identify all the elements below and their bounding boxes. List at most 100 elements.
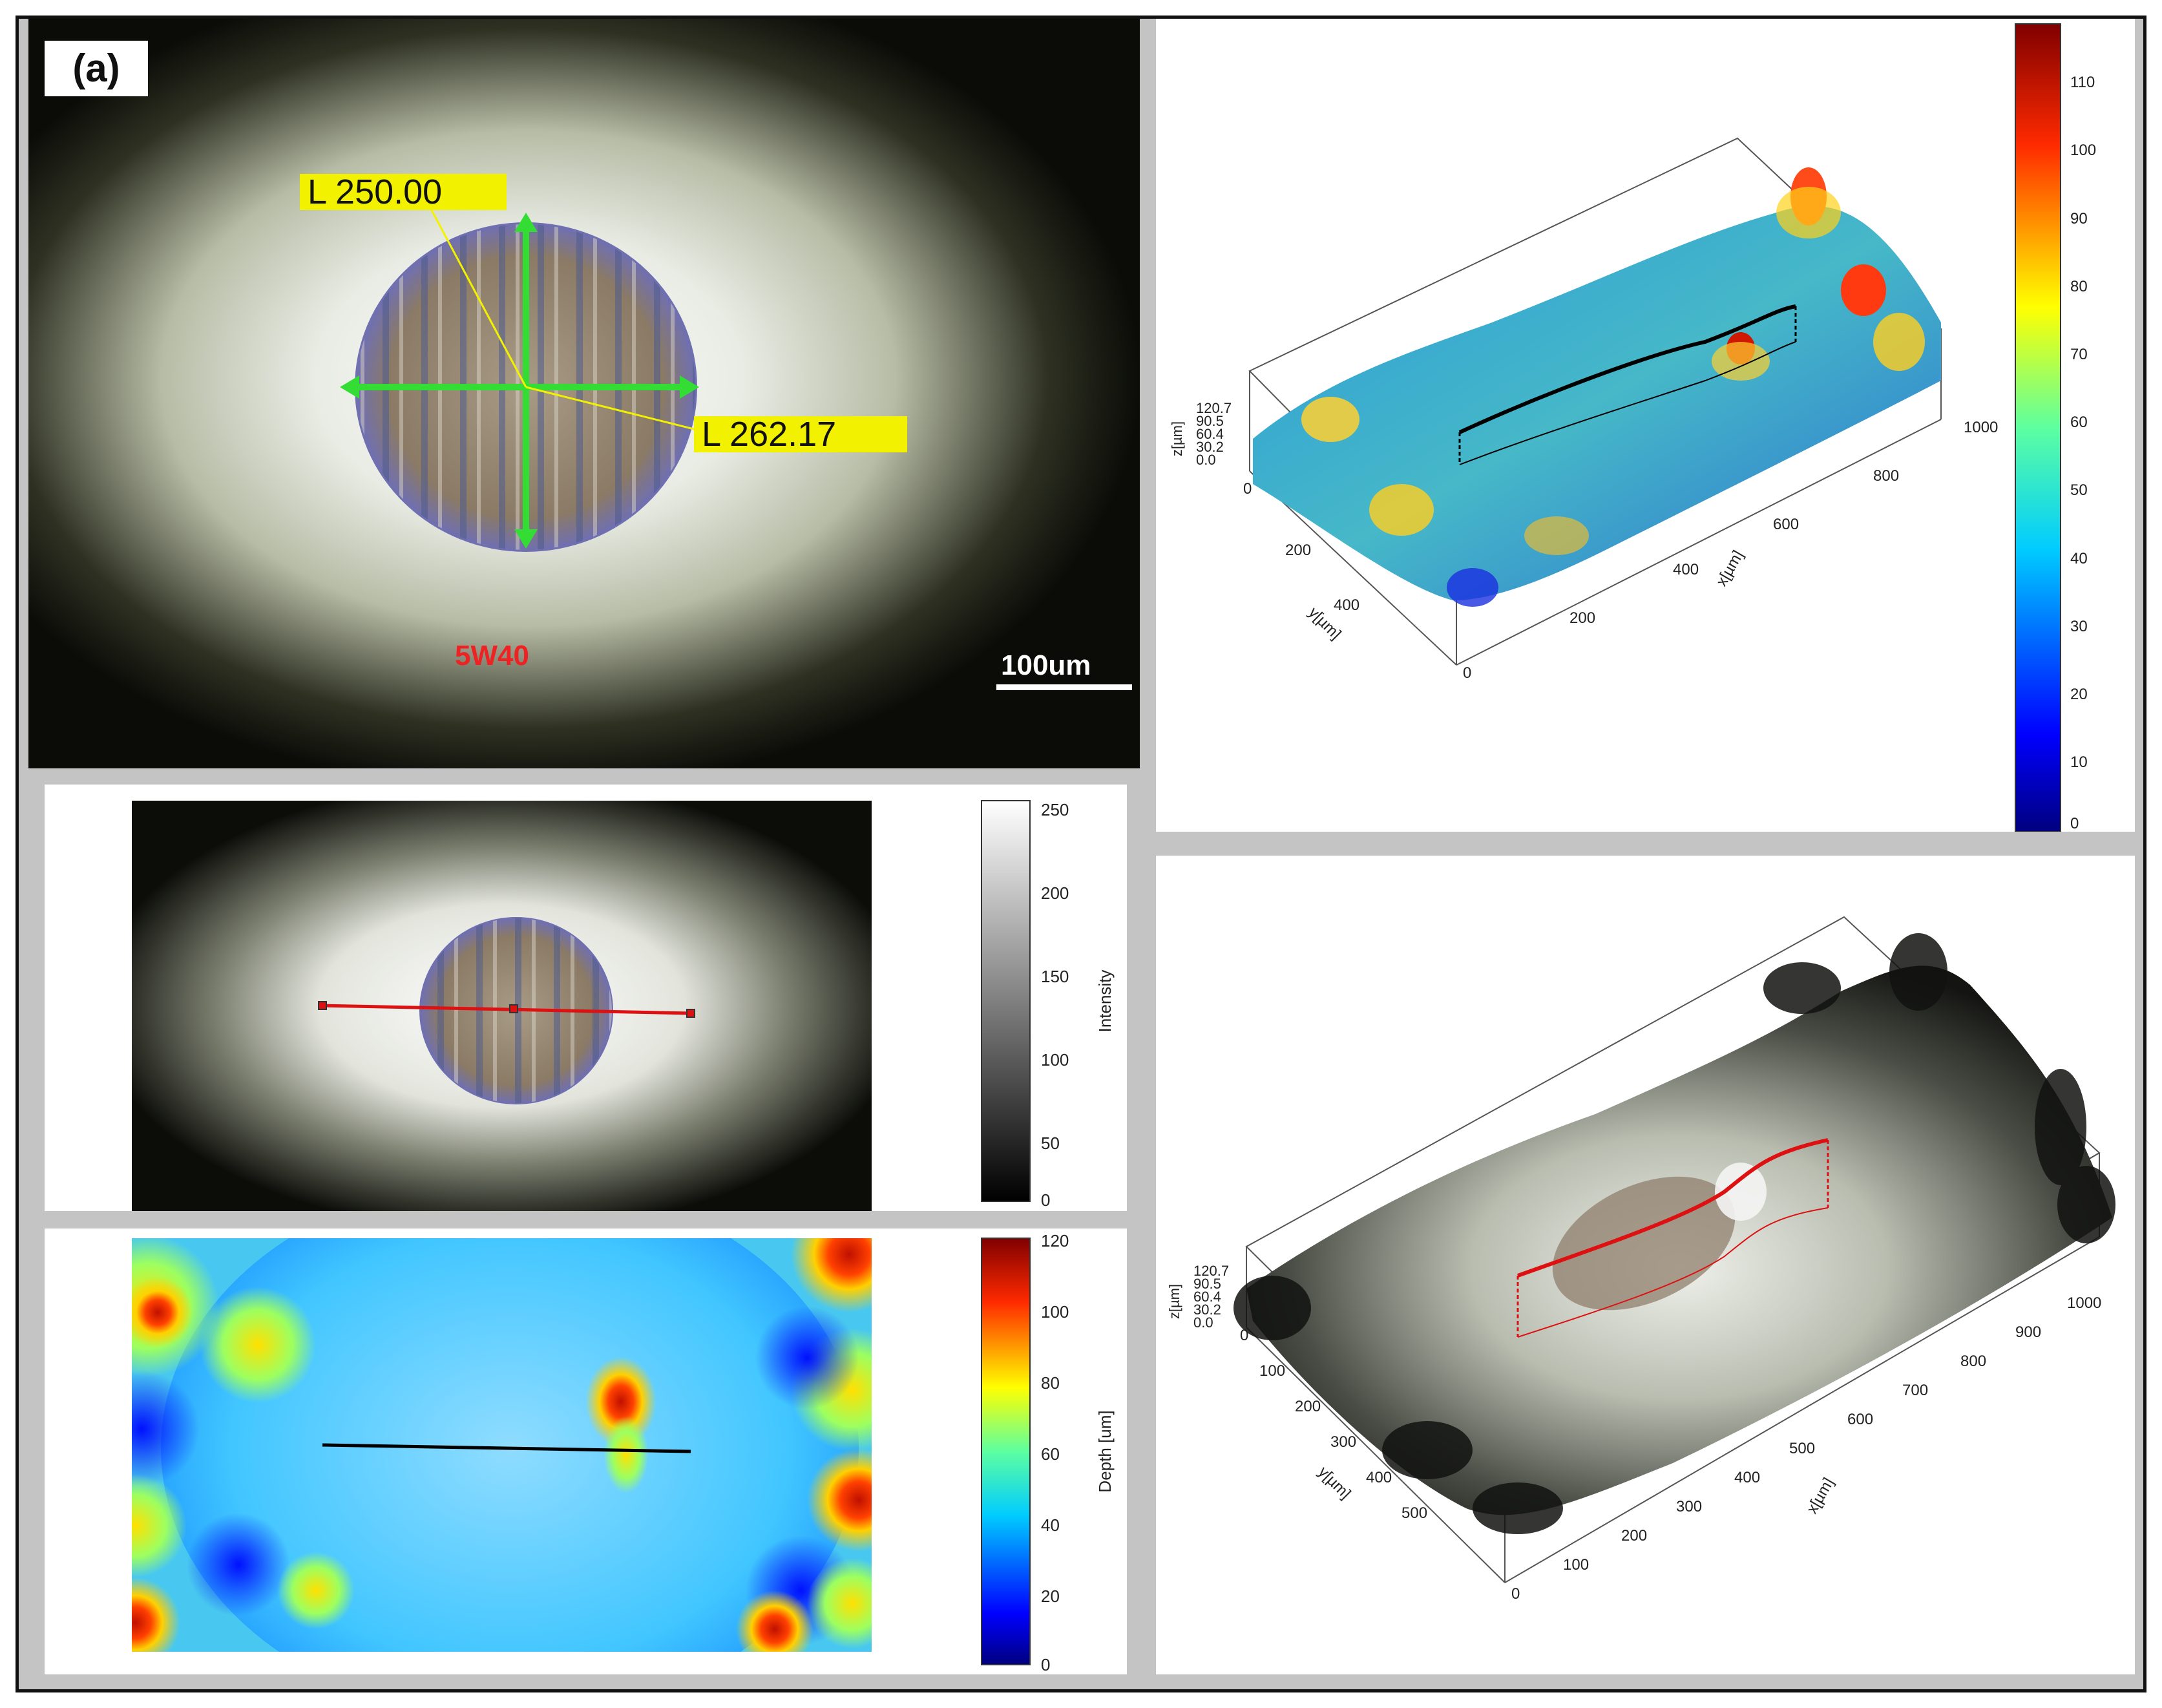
panel-label: (a) <box>45 41 148 96</box>
cbar-tick-10: 10 <box>2070 754 2088 771</box>
cbar-tick-100: 100 <box>2070 142 2096 159</box>
intensity-colorbar-label: Intensity <box>1095 970 1115 1033</box>
cbar-tick-0: 0 <box>2070 815 2079 832</box>
surface-color-z-ticks: 120.7 90.5 60.4 30.2 0.0 <box>1196 400 1232 468</box>
z-tick-90-5: 90.5 <box>1196 413 1224 429</box>
z-tick-0-0: 0.0 <box>1196 452 1216 468</box>
intensity-tick-50: 50 <box>1041 1133 1060 1153</box>
surface-color-x-label: x[µm] <box>1713 547 1747 589</box>
micrograph-image: L 250.00 L 262.17 5W40 100um <box>28 19 1140 768</box>
surface-color-y-ticks: 0 200 400 <box>1243 480 1359 614</box>
tx-tick-800: 800 <box>1960 1353 1986 1370</box>
tx-tick-900: 900 <box>2015 1323 2041 1341</box>
ty-tick-400: 400 <box>1366 1469 1392 1486</box>
scale-bar <box>996 684 1132 690</box>
intensity-tick-250: 250 <box>1041 800 1069 819</box>
surface-color-colorbar <box>2015 23 2061 832</box>
surface-color-colorbar-ticks: 110 100 90 80 70 60 50 40 30 20 10 0 <box>2070 74 2096 832</box>
x-tick-400: 400 <box>1673 561 1699 578</box>
intensity-ticks: 250 200 150 100 50 0 <box>1041 800 1069 1210</box>
surface-texture-panel: 120.7 90.5 60.4 30.2 0.0 z[µm] 0 100 200… <box>1156 856 2135 1674</box>
z-tick-30-2: 30.2 <box>1196 439 1224 455</box>
x-tick-800: 800 <box>1873 467 1899 485</box>
tx-tick-100: 100 <box>1563 1556 1589 1574</box>
cbar-tick-50: 50 <box>2070 481 2088 499</box>
x-tick-600: 600 <box>1773 516 1799 533</box>
ty-tick-100: 100 <box>1259 1362 1285 1380</box>
intensity-colorbar <box>981 800 1031 1202</box>
depth-panel: 120 100 80 60 40 20 0 Depth [um] <box>45 1228 1127 1674</box>
x-tick-1000: 1000 <box>1964 419 1998 436</box>
intensity-map: 250 200 150 100 50 0 Intensity <box>132 800 1115 1211</box>
depth-tick-40: 40 <box>1041 1515 1060 1535</box>
profile-line <box>322 1004 691 1015</box>
depth-tick-100: 100 <box>1041 1302 1069 1322</box>
surface-texture-x-ticks: 0 100 200 300 400 500 600 700 800 900 10… <box>1511 1294 2101 1603</box>
intensity-tick-0: 0 <box>1041 1190 1050 1210</box>
tx-tick-200: 200 <box>1621 1527 1647 1545</box>
surface-color-mesh <box>1253 206 1941 600</box>
tz-tick-90-5: 90.5 <box>1193 1276 1221 1292</box>
cbar-tick-40: 40 <box>2070 550 2088 567</box>
y-tick-400: 400 <box>1334 596 1359 614</box>
surface-texture-plot: 120.7 90.5 60.4 30.2 0.0 z[µm] 0 100 200… <box>1166 916 2115 1603</box>
surface-color-x-ticks: 0 200 400 600 800 1000 <box>1463 419 1998 682</box>
cbar-tick-90: 90 <box>2070 210 2088 227</box>
cbar-tick-60: 60 <box>2070 414 2088 431</box>
depth-colorbar-label: Depth [um] <box>1095 1410 1115 1492</box>
intensity-tick-150: 150 <box>1041 967 1069 986</box>
tx-tick-0: 0 <box>1511 1585 1520 1603</box>
intensity-tick-100: 100 <box>1041 1050 1069 1070</box>
depth-colorbar <box>981 1238 1031 1665</box>
cbar-tick-70: 70 <box>2070 346 2088 363</box>
depth-map: 120 100 80 60 40 20 0 Depth [um] <box>132 1231 1115 1674</box>
ty-tick-500: 500 <box>1401 1504 1427 1522</box>
cbar-tick-80: 80 <box>2070 278 2088 295</box>
depth-tick-80: 80 <box>1041 1373 1060 1393</box>
surface-texture-z-label: z[µm] <box>1166 1284 1182 1319</box>
micrograph-panel: L 250.00 L 262.17 5W40 100um <box>28 19 1140 768</box>
surface-texture-y-label: y[µm] <box>1315 1463 1354 1502</box>
surface-texture-x-label: x[µm] <box>1803 1475 1838 1517</box>
tx-tick-500: 500 <box>1789 1440 1815 1457</box>
surface-color-panel: 120.7 90.5 60.4 30.2 0.0 z[µm] 0 200 400… <box>1156 19 2135 832</box>
tx-tick-600: 600 <box>1847 1411 1873 1428</box>
x-tick-0: 0 <box>1463 664 1471 682</box>
x-tick-200: 200 <box>1569 609 1595 627</box>
depth-ticks: 120 100 80 60 40 20 0 <box>1041 1231 1069 1674</box>
depth-tick-120: 120 <box>1041 1231 1069 1250</box>
scale-bar-label: 100um <box>1001 649 1091 681</box>
profile-curve-color <box>1458 304 1796 434</box>
measure-label-vertical: L 250.00 <box>308 173 442 211</box>
tz-tick-120-7: 120.7 <box>1193 1263 1229 1279</box>
intensity-tick-200: 200 <box>1041 883 1069 903</box>
surface-color-plot: 120.7 90.5 60.4 30.2 0.0 z[µm] 0 200 400… <box>1169 23 2096 832</box>
surface-color-peaks <box>1301 167 1925 607</box>
tx-tick-1000: 1000 <box>2067 1294 2101 1312</box>
tx-tick-400: 400 <box>1734 1469 1760 1486</box>
cbar-tick-110: 110 <box>2070 74 2095 91</box>
figure-frame: L 250.00 L 262.17 5W40 100um (a) <box>16 16 2146 1692</box>
profile-curve-red <box>1517 1138 1829 1278</box>
surface-texture-y-ticks: 0 100 200 300 400 500 <box>1240 1327 1427 1522</box>
intensity-panel: 250 200 150 100 50 0 Intensity <box>45 785 1127 1211</box>
z-tick-60-4: 60.4 <box>1196 426 1224 442</box>
ty-tick-300: 300 <box>1330 1433 1356 1451</box>
depth-profile-line <box>322 1443 691 1453</box>
tz-tick-0-0: 0.0 <box>1193 1314 1213 1331</box>
cbar-tick-20: 20 <box>2070 686 2088 703</box>
tx-tick-700: 700 <box>1902 1382 1928 1399</box>
measure-label-horizontal: L 262.17 <box>702 415 836 454</box>
sample-label: 5W40 <box>455 640 529 671</box>
surface-color-z-label: z[µm] <box>1169 421 1185 456</box>
depth-tick-60: 60 <box>1041 1444 1060 1464</box>
depth-tick-20: 20 <box>1041 1587 1060 1606</box>
surface-texture-ridges <box>1233 933 2115 1534</box>
y-tick-200: 200 <box>1285 542 1311 559</box>
y-tick-0: 0 <box>1243 480 1252 498</box>
depth-tick-0: 0 <box>1041 1655 1050 1674</box>
ty-tick-200: 200 <box>1295 1398 1321 1415</box>
surface-texture-z-ticks: 120.7 90.5 60.4 30.2 0.0 <box>1193 1263 1229 1331</box>
ty-tick-0: 0 <box>1240 1327 1248 1344</box>
z-tick-120-7: 120.7 <box>1196 400 1232 416</box>
